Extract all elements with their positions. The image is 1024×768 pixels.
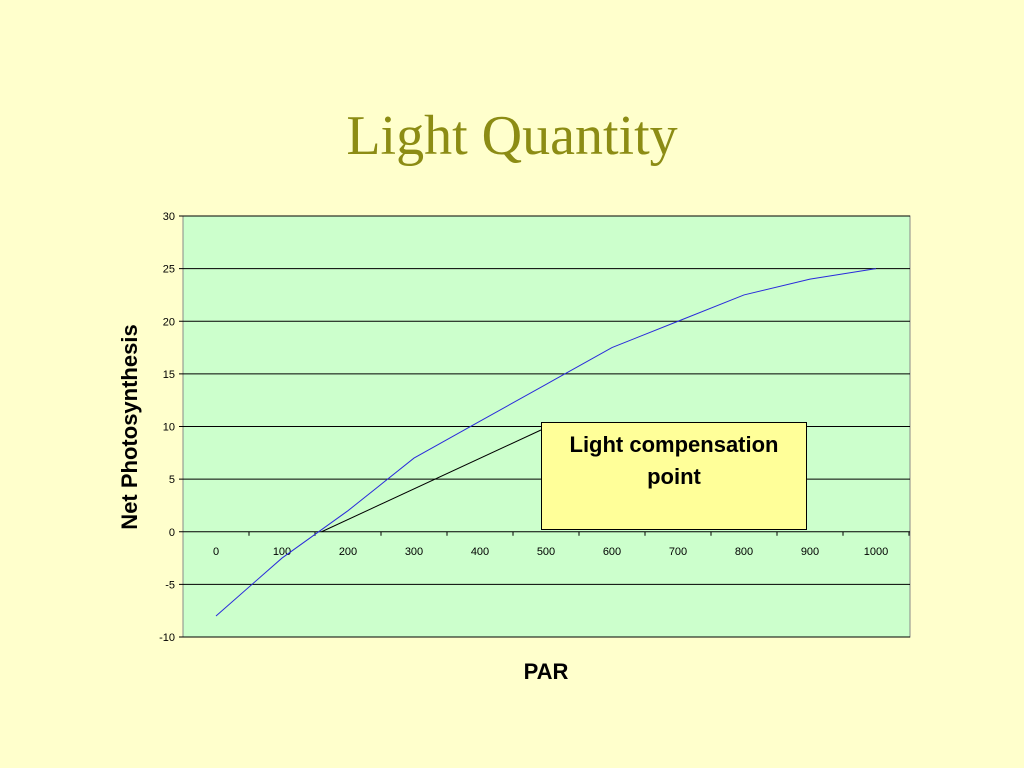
x-tick-label: 800 [735, 546, 753, 558]
x-tick-label: 200 [339, 546, 357, 558]
y-tick-label: -10 [159, 632, 175, 644]
y-tick-label: 20 [163, 316, 175, 328]
x-tick-label: 100 [273, 546, 291, 558]
callout-pointer-line [321, 429, 542, 533]
light-compensation-callout: Light compensation point [541, 422, 807, 530]
y-tick-label: -5 [165, 579, 175, 591]
series-line [215, 268, 877, 617]
y-tick-label: 25 [163, 264, 175, 276]
series-group [215, 268, 877, 617]
x-tick-label: 600 [603, 546, 621, 558]
x-tick-label: 700 [669, 546, 687, 558]
y-tick-label: 10 [163, 422, 175, 434]
y-tick-label: 5 [169, 474, 175, 486]
x-tick-label: 900 [801, 546, 819, 558]
x-axis-title: PAR [524, 659, 569, 684]
slide-title: Light Quantity [346, 105, 678, 167]
x-tick-label: 500 [537, 546, 555, 558]
x-tick-label: 400 [471, 546, 489, 558]
y-axis-title: Net Photosynthesis [117, 324, 142, 529]
y-tick-label: 30 [163, 211, 175, 223]
x-axis-ticks: 0 100 200 300 400 500 600 700 800 900 1000 [213, 531, 910, 558]
y-axis-ticks: 30 25 20 15 10 5 0 -5 -10 [159, 211, 183, 644]
y-tick-label: 0 [169, 527, 175, 539]
y-tick-label: 15 [163, 369, 175, 381]
x-tick-label: 300 [405, 546, 423, 558]
x-tick-label: 0 [213, 546, 219, 558]
x-tick-label: 1000 [864, 546, 888, 558]
